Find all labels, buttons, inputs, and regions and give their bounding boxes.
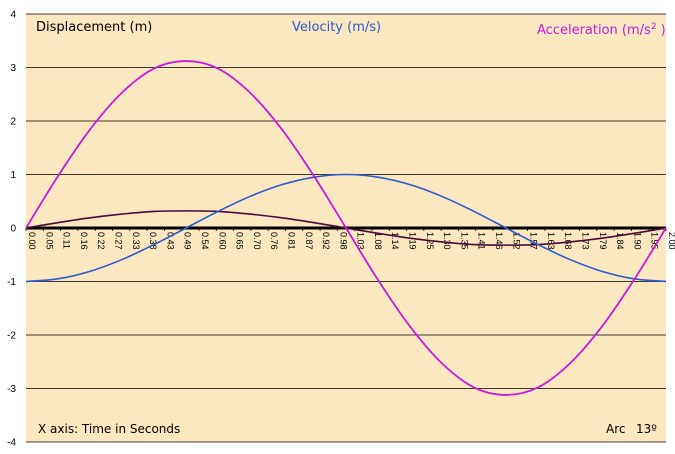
x-tick-label: 0.49 <box>183 232 193 250</box>
x-tick-label: 1.68 <box>563 232 573 250</box>
x-tick-label: 0.16 <box>79 232 89 250</box>
x-tick-label: 0.60 <box>217 232 227 250</box>
x-tick-layer: 0.00 0.05 0.11 0.16 0.22 0.27 0.33 0.38 0.43 0.49… <box>25 228 675 250</box>
x-tick-label: 1.84 <box>615 232 625 250</box>
x-tick-label: 0.43 <box>165 232 175 250</box>
x-tick-label: 0.22 <box>96 232 106 250</box>
y-tick-label: 2 <box>10 117 16 128</box>
legend-acceleration: Acceleration (m/s2 ) <box>537 22 666 38</box>
x-tick-label: 0.11 <box>62 232 72 249</box>
x-tick-label: 0.00 <box>27 232 37 250</box>
x-tick-label: 0.27 <box>113 232 123 250</box>
x-tick-label: 2.00 <box>667 232 675 250</box>
grid-layer <box>26 13 666 443</box>
x-tick-label: 0.98 <box>338 232 348 250</box>
x-tick-label: 0.81 <box>286 232 296 250</box>
y-tick-label: -4 <box>7 438 16 449</box>
x-tick-label: 0.87 <box>304 232 314 250</box>
y-tick-label: 1 <box>10 170 16 181</box>
x-tick-label: 0.33 <box>131 232 141 250</box>
x-tick-label: 0.65 <box>235 232 245 250</box>
y-tick-label: 0 <box>10 224 16 235</box>
x-tick-label: 1.57 <box>529 232 539 250</box>
series-line-acceleration <box>25 60 667 396</box>
x-tick-label: 0.54 <box>200 232 210 250</box>
arc-label: Arc <box>606 422 625 436</box>
legend-acceleration-text: Acceleration (m/s <box>537 23 651 38</box>
x-tick-label: 0.70 <box>252 232 262 250</box>
x-tick-label: 1.63 <box>546 232 556 250</box>
y-tick-label: 4 <box>10 10 16 21</box>
x-tick-label: 1.35 <box>459 232 469 250</box>
x-tick-label: 0.76 <box>269 232 279 250</box>
x-tick-label: 0.38 <box>148 232 158 250</box>
y-tick-label: -1 <box>7 277 16 288</box>
legend-velocity: Velocity (m/s) <box>292 20 381 35</box>
x-tick-label: 1.19 <box>408 232 418 250</box>
x-tick-label: 1.46 <box>494 232 504 250</box>
x-tick-label: 0.05 <box>44 232 54 250</box>
x-tick-label: 1.52 <box>511 232 521 250</box>
y-tick-layer: 4 3 2 1 0 -1 -2 -3 -4 <box>7 10 16 449</box>
x-axis-note: X axis: Time in Seconds <box>38 422 180 436</box>
y-tick-label: 3 <box>10 63 16 74</box>
x-tick-label: 1.30 <box>442 232 452 250</box>
legend-acceleration-superscript: 2 <box>651 22 657 32</box>
arc-value: 13º <box>636 422 657 436</box>
y-tick-label: -3 <box>7 384 16 395</box>
series-line-velocity <box>25 173 667 283</box>
x-tick-label: 1.79 <box>598 232 608 250</box>
x-tick-label: 1.95 <box>650 232 660 250</box>
x-tick-label: 1.41 <box>477 232 487 250</box>
y-tick-label: -2 <box>7 331 16 342</box>
x-tick-label: 1.90 <box>632 232 642 250</box>
legend-acceleration-close: ) <box>657 23 666 38</box>
x-tick-label: 0.92 <box>321 232 331 250</box>
x-tick-label: 1.03 <box>356 232 366 250</box>
x-tick-label: 1.14 <box>390 232 400 250</box>
x-tick-label: 1.08 <box>373 232 383 250</box>
legend-displacement: Displacement (m) <box>36 20 152 35</box>
series-layer <box>25 60 667 396</box>
